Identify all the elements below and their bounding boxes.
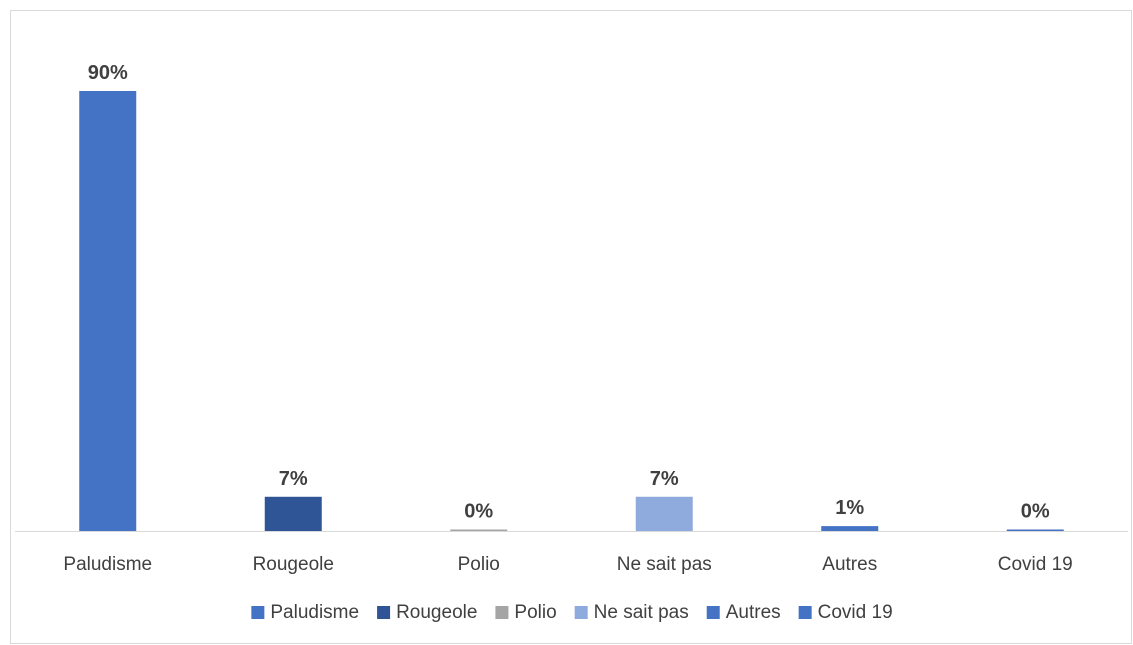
legend-item-polio: Polio <box>495 602 557 623</box>
category-label: Ne sait pas <box>617 554 712 575</box>
category-label: Paludisme <box>63 554 152 575</box>
bar-paludisme <box>79 91 137 531</box>
legend-item-paludisme: Paludisme <box>251 602 359 623</box>
data-labels-group: 90% 7% 0% 7% 1% 0% <box>88 62 1050 523</box>
bar-chart: 90% 7% 0% 7% 1% 0% Paludisme Rougeole Polio Ne s… <box>15 62 1128 623</box>
category-label: Covid 19 <box>998 554 1073 575</box>
legend-swatch <box>495 606 509 619</box>
legend-item-autres: Autres <box>706 602 781 623</box>
legend-label: Rougeole <box>396 602 477 623</box>
legend-item-rougeole: Rougeole <box>377 602 477 623</box>
data-label: 1% <box>835 497 864 519</box>
legend: Paludisme Rougeole Polio Ne sait pas Autres C… <box>251 602 893 623</box>
category-label: Rougeole <box>253 554 334 575</box>
chart-area: 90% 7% 0% 7% 1% 0% Paludisme Rougeole Polio Ne s… <box>10 10 1132 644</box>
data-label: 0% <box>1021 501 1050 523</box>
bars-group <box>79 91 1064 531</box>
data-label: 90% <box>88 62 128 84</box>
legend-label: Covid 19 <box>818 602 893 623</box>
legend-swatch <box>706 606 720 619</box>
bar-autres <box>821 526 879 531</box>
legend-item-ne-sait-pas: Ne sait pas <box>574 602 689 623</box>
legend-swatch <box>251 606 265 619</box>
category-label: Polio <box>458 554 500 575</box>
data-label: 7% <box>279 468 308 490</box>
bar-covid-19 <box>1006 529 1064 531</box>
data-label: 7% <box>650 468 679 490</box>
bar-polio <box>450 529 508 531</box>
legend-item-covid-19: Covid 19 <box>798 602 893 623</box>
bar-ne-sait-pas <box>635 496 693 531</box>
category-label: Autres <box>822 554 877 575</box>
bar-rougeole <box>264 496 322 531</box>
legend-label: Paludisme <box>270 602 359 623</box>
legend-label: Polio <box>514 602 556 623</box>
legend-swatch <box>377 606 391 619</box>
category-labels-group: Paludisme Rougeole Polio Ne sait pas Autres C… <box>63 554 1072 575</box>
legend-label: Ne sait pas <box>594 602 689 623</box>
legend-swatch <box>574 606 588 619</box>
data-label: 0% <box>464 501 493 523</box>
legend-swatch <box>798 606 812 619</box>
legend-label: Autres <box>726 602 781 623</box>
